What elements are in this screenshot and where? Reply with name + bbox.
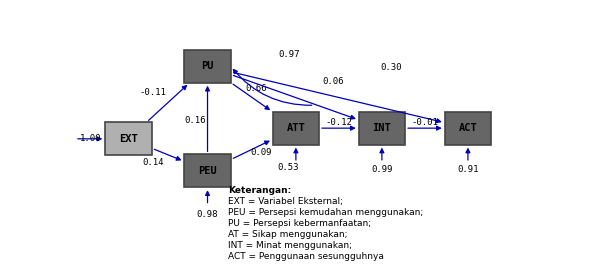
Text: Keterangan:: Keterangan:: [229, 186, 292, 195]
Text: INT = Minat menggunakan;: INT = Minat menggunakan;: [229, 241, 352, 250]
Text: AT = Sikap menggunakan;: AT = Sikap menggunakan;: [229, 230, 348, 239]
Bar: [184, 154, 231, 187]
Text: PEU = Persepsi kemudahan menggunakan;: PEU = Persepsi kemudahan menggunakan;: [229, 208, 424, 217]
Text: PEU: PEU: [198, 166, 217, 176]
Text: 0.99: 0.99: [371, 165, 392, 174]
Text: ATT: ATT: [287, 123, 305, 133]
Bar: [184, 50, 231, 83]
Text: 0.66: 0.66: [245, 84, 267, 93]
Text: ACT = Penggunaan sesungguhnya: ACT = Penggunaan sesungguhnya: [229, 252, 385, 261]
Text: PU = Persepsi kebermanfaatan;: PU = Persepsi kebermanfaatan;: [229, 219, 371, 228]
Bar: [445, 112, 491, 145]
Text: -0.12: -0.12: [326, 118, 353, 127]
Text: 0.06: 0.06: [322, 77, 344, 86]
Text: -0.11: -0.11: [140, 88, 167, 98]
Text: EXT: EXT: [119, 134, 138, 144]
Text: 0.53: 0.53: [277, 163, 299, 172]
Bar: [272, 112, 319, 145]
Text: 0.98: 0.98: [197, 211, 218, 219]
Text: 0.91: 0.91: [457, 165, 479, 174]
Text: PU: PU: [201, 61, 214, 71]
Text: EXT = Variabel Eksternal;: EXT = Variabel Eksternal;: [229, 197, 343, 206]
Text: 0.14: 0.14: [142, 158, 164, 167]
Text: 0.09: 0.09: [250, 148, 272, 157]
Bar: [105, 122, 152, 155]
Text: INT: INT: [373, 123, 391, 133]
Bar: [359, 112, 405, 145]
Text: 0.16: 0.16: [184, 116, 206, 125]
Text: 0.30: 0.30: [380, 63, 402, 72]
Text: 1.00: 1.00: [80, 134, 101, 143]
Text: 0.97: 0.97: [278, 50, 299, 59]
Text: ACT: ACT: [458, 123, 478, 133]
Text: -0.01: -0.01: [411, 118, 438, 127]
